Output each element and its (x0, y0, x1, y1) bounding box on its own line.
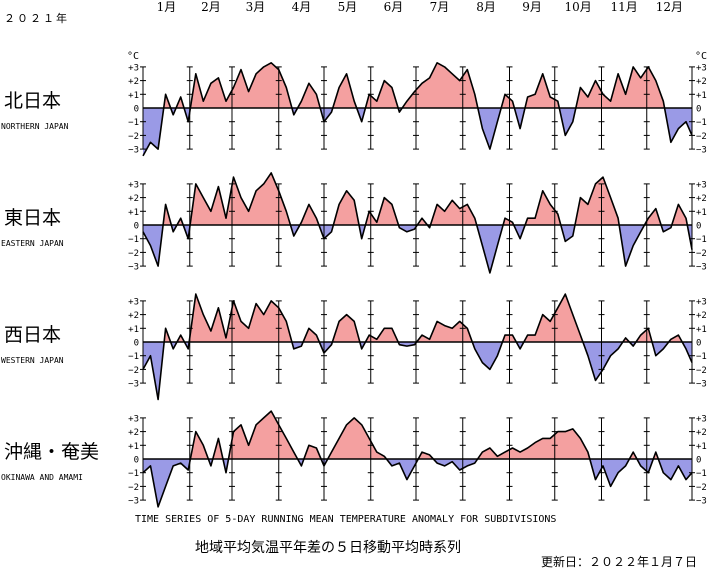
updated-date: 更新日：２０２２年１月７日 (541, 554, 697, 569)
month-label: 5月 (338, 0, 358, 14)
unit-label-left: °C (127, 51, 139, 62)
anomaly-line (142, 62, 693, 157)
y-tick-label-left: +3 (128, 63, 139, 73)
japanese-title: 地域平均気温平年差の５日移動平均時系列 (195, 540, 461, 556)
english-title: TIME SERIES OF 5-DAY RUNNING MEAN TEMPER… (135, 514, 556, 525)
y-tick-label-right: +1 (696, 442, 707, 452)
y-tick-label-right: −3 (696, 263, 707, 273)
y-tick-label-right: −2 (696, 132, 707, 142)
y-tick-label-right: +2 (696, 77, 707, 87)
month-label: 7月 (430, 0, 450, 14)
region-name-ja: 北日本 (4, 90, 61, 112)
positive-anomaly-area (164, 294, 683, 342)
y-tick-label-right: +2 (696, 428, 707, 438)
y-tick-label-left: +1 (128, 208, 139, 218)
anomaly-line (142, 172, 693, 274)
y-tick-label-right: +1 (696, 325, 707, 335)
y-tick-label-right: +3 (696, 297, 707, 307)
y-tick-label-left: −2 (128, 483, 139, 493)
y-tick-label-left: −1 (128, 352, 139, 362)
year-label: ２０２１年 (4, 11, 69, 25)
month-label: 8月 (476, 0, 496, 14)
region-name-en: WESTERN JAPAN (1, 356, 64, 365)
month-labels: 1月 2月 3月 4月 5月 6月 7月 8月 9月 10月 11月 12月 (157, 0, 683, 14)
y-tick-label-right: +3 (696, 414, 707, 424)
y-tick-label-right: −3 (696, 146, 707, 156)
y-tick-label-left: +1 (128, 91, 139, 101)
y-tick-label-right: +3 (696, 180, 707, 190)
y-tick-label-left: 0 (134, 339, 139, 349)
positive-anomaly-area (190, 411, 659, 459)
region-name-ja: 西日本 (4, 324, 61, 346)
month-label: 1月 (157, 0, 177, 14)
y-tick-label-left: −3 (128, 263, 139, 273)
y-tick-label-right: 0 (696, 222, 701, 232)
y-tick-label-left: −3 (128, 380, 139, 390)
negative-anomaly-area (143, 342, 692, 400)
month-label: 4月 (292, 0, 312, 14)
y-tick-label-left: 0 (134, 222, 139, 232)
y-tick-label-left: −1 (128, 469, 139, 479)
positive-anomaly-area (163, 172, 688, 225)
month-label: 9月 (522, 0, 542, 14)
y-tick-label-left: −1 (128, 235, 139, 245)
y-tick-label-left: 0 (134, 105, 139, 115)
region-panels: 北日本 NORTHERN JAPAN +3 +3 +2 +2 +1 +1 0 0 −1 −1 −2 −2 −… (1, 51, 707, 508)
y-tick-label-left: +2 (128, 77, 139, 87)
month-label: 2月 (201, 0, 221, 14)
y-tick-label-right: −1 (696, 352, 707, 362)
region-name-en: NORTHERN JAPAN (1, 122, 69, 131)
y-tick-label-right: +1 (696, 91, 707, 101)
region-panel: 東日本 EASTERN JAPAN +3 +3 +2 +2 +1 +1 0 0 −1 −1 −2 −2 −3… (1, 172, 707, 274)
y-tick-label-right: +2 (696, 311, 707, 321)
y-tick-label-left: +2 (128, 194, 139, 204)
y-tick-label-left: −2 (128, 366, 139, 376)
y-tick-label-left: +2 (128, 428, 139, 438)
y-tick-label-right: −2 (696, 249, 707, 259)
month-label: 11月 (610, 0, 637, 14)
y-tick-label-right: 0 (696, 339, 701, 349)
y-tick-label-right: −3 (696, 380, 707, 390)
y-tick-label-right: −1 (696, 118, 707, 128)
region-name-ja: 沖縄・奄美 (4, 441, 99, 463)
y-tick-label-right: −2 (696, 483, 707, 493)
region-name-en: EASTERN JAPAN (1, 239, 64, 248)
unit-label-right: °C (695, 51, 707, 62)
region-panel: 西日本 WESTERN JAPAN +3 +3 +2 +2 +1 +1 0 0 −1 −1 −2 −2 −3… (1, 293, 707, 401)
y-tick-label-right: −3 (696, 497, 707, 507)
y-tick-label-left: −3 (128, 497, 139, 507)
y-tick-label-left: −2 (128, 249, 139, 259)
y-tick-label-left: +1 (128, 442, 139, 452)
region-name-ja: 東日本 (4, 207, 61, 229)
y-tick-label-left: −1 (128, 118, 139, 128)
y-tick-label-right: +2 (696, 194, 707, 204)
y-tick-label-left: −2 (128, 132, 139, 142)
month-label: 3月 (246, 0, 266, 14)
y-tick-label-right: −1 (696, 469, 707, 479)
y-tick-label-right: 0 (696, 105, 701, 115)
y-tick-label-left: +1 (128, 325, 139, 335)
y-tick-label-right: 0 (696, 456, 701, 466)
y-tick-label-left: +2 (128, 311, 139, 321)
y-tick-label-right: +1 (696, 208, 707, 218)
y-tick-label-left: 0 (134, 456, 139, 466)
region-panel: 沖縄・奄美 OKINAWA AND AMAMI +3 +3 +2 +2 +1 +1 0 0 −1 −1… (1, 410, 707, 508)
y-tick-label-left: −3 (128, 146, 139, 156)
region-panel: 北日本 NORTHERN JAPAN +3 +3 +2 +2 +1 +1 0 0 −1 −1 −2 −2 −… (1, 51, 707, 157)
month-label: 12月 (656, 0, 683, 14)
y-tick-label-left: +3 (128, 180, 139, 190)
y-tick-label-right: −2 (696, 366, 707, 376)
month-label: 6月 (384, 0, 404, 14)
month-label: 10月 (564, 0, 591, 14)
y-tick-label-left: +3 (128, 414, 139, 424)
positive-anomaly-area (163, 62, 665, 108)
negative-anomaly-area (143, 225, 692, 273)
y-tick-label-right: −1 (696, 235, 707, 245)
y-tick-label-left: +3 (128, 297, 139, 307)
region-name-en: OKINAWA AND AMAMI (1, 473, 83, 482)
y-tick-label-right: +3 (696, 63, 707, 73)
